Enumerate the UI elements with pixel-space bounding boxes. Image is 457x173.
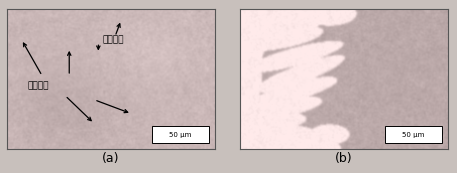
Text: 再结晶品: 再结晶品 — [102, 35, 124, 44]
Text: 50 μm: 50 μm — [169, 132, 191, 138]
Bar — [153, 126, 208, 143]
Text: 初始晶粒: 初始晶粒 — [28, 81, 49, 90]
X-axis label: (a): (a) — [102, 152, 120, 165]
Text: 50 μm: 50 μm — [402, 132, 425, 138]
Bar — [386, 126, 441, 143]
X-axis label: (b): (b) — [335, 152, 353, 165]
